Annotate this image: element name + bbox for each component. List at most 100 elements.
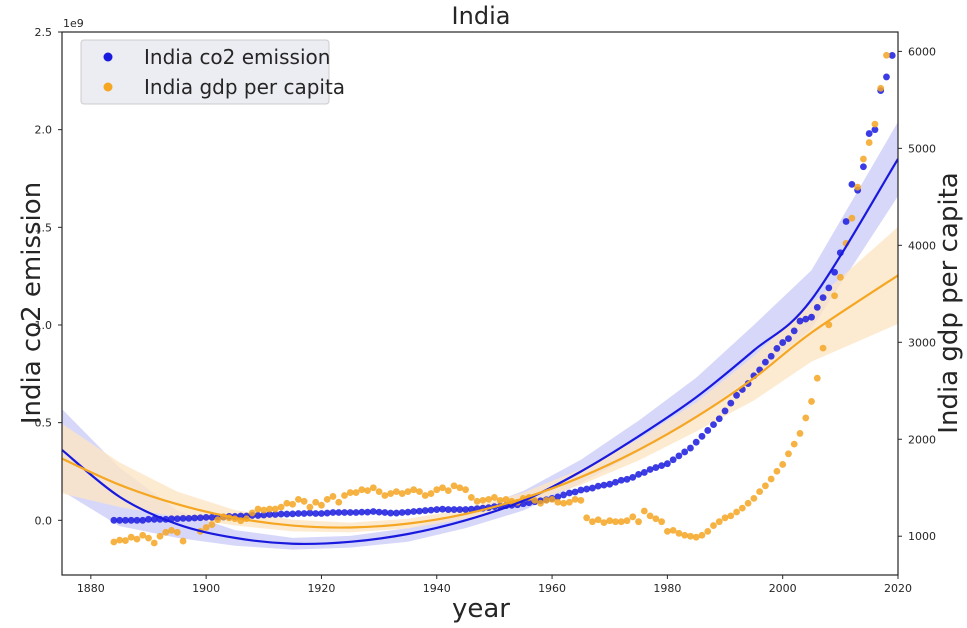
right-tick-label-6000: 6000: [908, 45, 936, 58]
point-gdp-6: [145, 534, 152, 542]
point-gdp-66: [502, 495, 510, 503]
point-gdp-98: [687, 532, 694, 540]
axes: 1880 1900 1920 1940 1960 1980 2000 2020 0.0 0.5 1.…: [35, 26, 937, 595]
point-co2-37: [323, 509, 331, 517]
point-gdp-97: [681, 531, 689, 539]
point-gdp-61: [473, 497, 481, 505]
point-co2-53: [416, 507, 423, 515]
point-gdp-79: [577, 496, 585, 504]
point-co2-4: [133, 516, 141, 524]
point-gdp-9: [162, 528, 170, 536]
point-co2-108: [733, 391, 740, 399]
point-gdp-101: [704, 527, 712, 535]
point-gdp-0: [110, 538, 118, 546]
point-gdp-123: [831, 292, 838, 300]
point-co2-27: [266, 511, 273, 518]
point-gdp-54: [433, 486, 441, 494]
point-gdp-108: [744, 499, 752, 507]
plot-content: [62, 51, 898, 550]
point-gdp-107: [738, 504, 746, 512]
point-gdp-105: [727, 512, 735, 520]
point-co2-45: [369, 508, 377, 515]
point-co2-81: [577, 486, 585, 494]
point-gdp-131: [877, 84, 885, 92]
point-gdp-39: [346, 489, 354, 496]
point-gdp-72: [537, 499, 544, 507]
point-gdp-128: [860, 155, 867, 163]
point-gdp-26: [271, 505, 279, 513]
point-gdp-117: [796, 430, 804, 437]
point-gdp-102: [710, 522, 717, 529]
point-gdp-100: [698, 531, 706, 539]
point-co2-0: [110, 516, 118, 524]
point-co2-52: [410, 508, 418, 515]
point-co2-89: [623, 475, 631, 483]
point-gdp-57: [450, 482, 458, 490]
point-co2-3: [127, 516, 135, 524]
point-co2-115: [773, 345, 781, 352]
point-co2-119: [796, 317, 804, 325]
point-co2-120: [802, 315, 810, 323]
point-gdp-22: [248, 509, 256, 517]
point-co2-116: [779, 339, 787, 346]
point-co2-14: [191, 514, 199, 522]
point-co2-85: [600, 481, 608, 489]
point-gdp-83: [600, 519, 608, 527]
point-gdp-33: [312, 498, 320, 506]
x-tick-label-1960: 1960: [538, 582, 566, 595]
point-gdp-4: [133, 535, 141, 543]
point-co2-33: [300, 510, 308, 517]
point-gdp-31: [300, 497, 308, 505]
point-co2-90: [629, 473, 637, 481]
right-tick-label-3000: 3000: [908, 336, 936, 349]
point-co2-60: [456, 506, 464, 513]
point-co2-106: [721, 407, 729, 415]
point-gdp-88: [629, 513, 637, 521]
x-tick-label-2000: 2000: [769, 582, 797, 595]
point-gdp-34: [318, 501, 325, 509]
point-gdp-16: [214, 516, 222, 524]
point-co2-5: [139, 516, 147, 524]
point-gdp-116: [790, 440, 798, 448]
legend-box: [80, 39, 330, 105]
point-co2-36: [318, 510, 325, 517]
point-gdp-38: [341, 492, 348, 499]
point-co2-118: [790, 327, 798, 335]
chart-title: India: [452, 2, 511, 30]
point-co2-101: [692, 438, 700, 446]
point-co2-128: [848, 180, 856, 188]
point-co2-41: [346, 509, 354, 516]
point-co2-130: [860, 163, 867, 171]
point-co2-44: [364, 508, 371, 516]
point-gdp-82: [594, 516, 602, 524]
point-gdp-109: [750, 494, 758, 502]
point-gdp-24: [260, 506, 268, 514]
point-co2-79: [565, 489, 573, 497]
point-co2-11: [173, 515, 181, 523]
point-gdp-106: [733, 508, 740, 516]
point-gdp-60: [467, 494, 475, 501]
point-co2-131: [865, 130, 873, 137]
point-gdp-49: [404, 488, 412, 496]
point-co2-15: [196, 514, 204, 522]
point-gdp-5: [139, 531, 147, 539]
left-tick-label-0.5: 0.5: [35, 417, 53, 430]
point-gdp-75: [554, 498, 562, 506]
legend-label-co2: India co2 emission: [144, 45, 330, 69]
confidence-band-gdp: [62, 226, 898, 533]
point-co2-2: [122, 516, 129, 524]
point-co2-113: [761, 358, 769, 366]
point-co2-134: [883, 73, 890, 81]
point-gdp-84: [606, 517, 614, 525]
point-gdp-51: [416, 488, 423, 496]
point-gdp-99: [692, 533, 700, 541]
point-co2-51: [404, 508, 412, 516]
point-co2-55: [427, 506, 435, 514]
point-co2-46: [375, 508, 383, 516]
point-gdp-8: [156, 532, 164, 540]
point-gdp-120: [813, 374, 821, 382]
point-co2-59: [450, 506, 458, 513]
point-gdp-121: [819, 344, 827, 352]
point-gdp-45: [381, 492, 389, 499]
right-tick-label-5000: 5000: [908, 142, 936, 155]
